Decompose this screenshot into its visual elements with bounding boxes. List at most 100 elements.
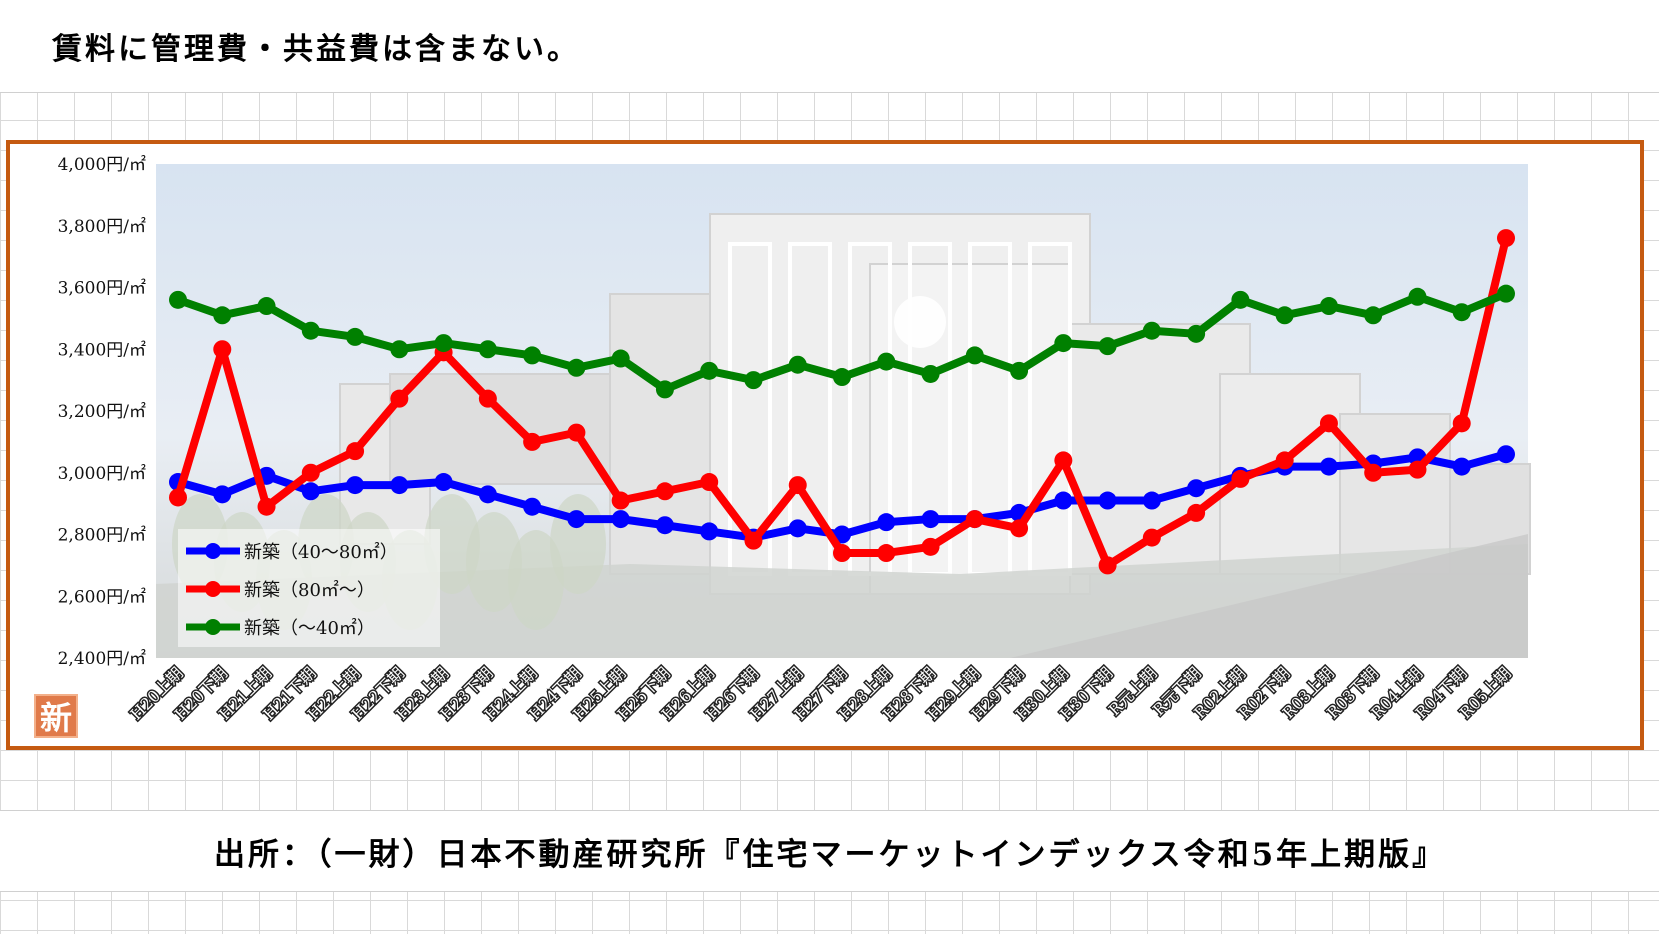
data-point [877,352,896,371]
data-point [567,423,586,442]
data-point [169,290,187,309]
data-point [788,519,807,538]
data-point [346,327,365,346]
data-point [1497,284,1515,303]
data-point [1010,519,1029,538]
line-chart: 2,400円/㎡ 2,600円/㎡ 2,800円/㎡ 3,000円/㎡ 3,200円/㎡… [58,155,1531,725]
data-point [788,355,807,374]
data-point [478,340,497,359]
y-tick-label: 4,000円/㎡ [58,155,146,175]
data-point [1142,491,1161,510]
data-point [1010,361,1029,380]
legend-label: 新築（80㎡～） [244,579,375,601]
data-point [700,522,719,541]
data-point [921,537,940,556]
y-tick-label: 3,000円/㎡ [58,464,146,484]
y-tick-label: 2,800円/㎡ [58,526,146,546]
data-point [301,321,320,340]
data-point [655,482,674,501]
background-building [1339,413,1451,575]
data-point [965,346,984,365]
data-point [1364,306,1383,325]
y-tick-label: 2,600円/㎡ [58,587,146,607]
data-point [1187,479,1206,498]
data-point [567,358,586,377]
data-point [523,346,542,365]
y-axis: 2,400円/㎡ 2,600円/㎡ 2,800円/㎡ 3,000円/㎡ 3,200円/㎡… [58,155,146,669]
data-point [700,361,719,380]
data-point [346,476,365,495]
data-point [301,463,320,482]
background-road [1010,534,1528,658]
data-point [1408,287,1427,306]
data-point [1319,414,1338,433]
data-point [1319,457,1338,476]
series-layer [169,229,1515,575]
data-point [213,306,232,325]
y-tick-label: 3,400円/㎡ [58,340,146,360]
data-point [301,482,320,501]
data-point [390,340,409,359]
y-tick-label: 2,400円/㎡ [58,649,146,669]
data-point [434,473,453,492]
data-point [1098,337,1117,356]
data-point [833,368,851,387]
data-point [1054,334,1073,353]
series-1 [169,229,1515,575]
data-point [611,510,630,529]
y-tick-label: 3,600円/㎡ [58,279,146,299]
data-point [965,510,984,529]
background-tree [508,530,564,630]
note-banner: 賃料に管理費・共益費は含まない。 [0,0,1659,93]
data-point [1319,297,1338,316]
legend-marker [205,581,221,597]
data-point [921,510,940,529]
background-tree [550,494,606,594]
data-point [1231,469,1250,488]
data-point [1452,303,1471,322]
data-point [346,442,365,461]
y-tick-label: 3,200円/㎡ [58,402,146,422]
data-point [788,476,807,495]
data-point [434,334,453,353]
data-point [1364,463,1383,482]
background-sun [894,296,946,348]
data-point [169,488,187,507]
data-point [523,497,542,516]
data-point [1054,451,1073,470]
data-point [478,389,497,408]
legend: 新築（40～80㎡） 新築（80㎡～） 新築（～40㎡） [178,529,440,647]
data-point [655,380,674,399]
data-point [257,297,276,316]
data-point [1231,290,1250,309]
data-point [1098,556,1117,575]
data-point [611,491,630,510]
data-point [921,364,940,383]
data-point [1452,457,1471,476]
data-point [655,516,674,535]
source-banner: 出所：（一財）日本不動産研究所『住宅マーケットインデックス令和5年上期版』 [0,810,1659,892]
data-point [523,432,542,451]
data-point [1187,503,1206,522]
data-point [1452,414,1471,433]
data-point [213,340,232,359]
legend-marker [205,543,221,559]
data-point [1497,229,1515,248]
data-point [744,371,763,390]
data-point [390,476,409,495]
data-point [877,544,896,563]
x-axis: H20上期H20下期H21上期H21下期H22上期H22下期H23上期H23下期… [125,662,1516,725]
data-point [213,485,232,504]
data-point [1275,306,1294,325]
background-tree [466,512,522,612]
data-point [478,485,497,504]
legend-marker [205,619,221,635]
data-point [567,510,586,529]
data-point [744,531,763,550]
data-point [1275,451,1294,470]
data-point [1054,491,1073,510]
data-point [1497,445,1515,464]
note-text: 賃料に管理費・共益費は含まない。 [52,32,580,67]
data-point [1142,528,1161,547]
data-point [390,389,409,408]
